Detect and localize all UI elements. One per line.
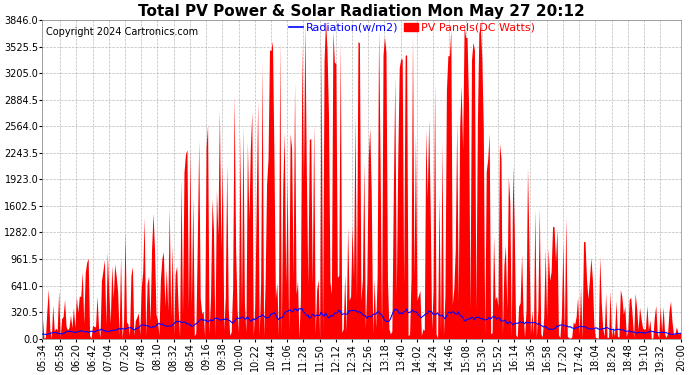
Text: Copyright 2024 Cartronics.com: Copyright 2024 Cartronics.com — [46, 27, 198, 37]
Legend: Radiation(w/m2), PV Panels(DC Watts): Radiation(w/m2), PV Panels(DC Watts) — [289, 23, 535, 33]
Title: Total PV Power & Solar Radiation Mon May 27 20:12: Total PV Power & Solar Radiation Mon May… — [138, 4, 585, 19]
